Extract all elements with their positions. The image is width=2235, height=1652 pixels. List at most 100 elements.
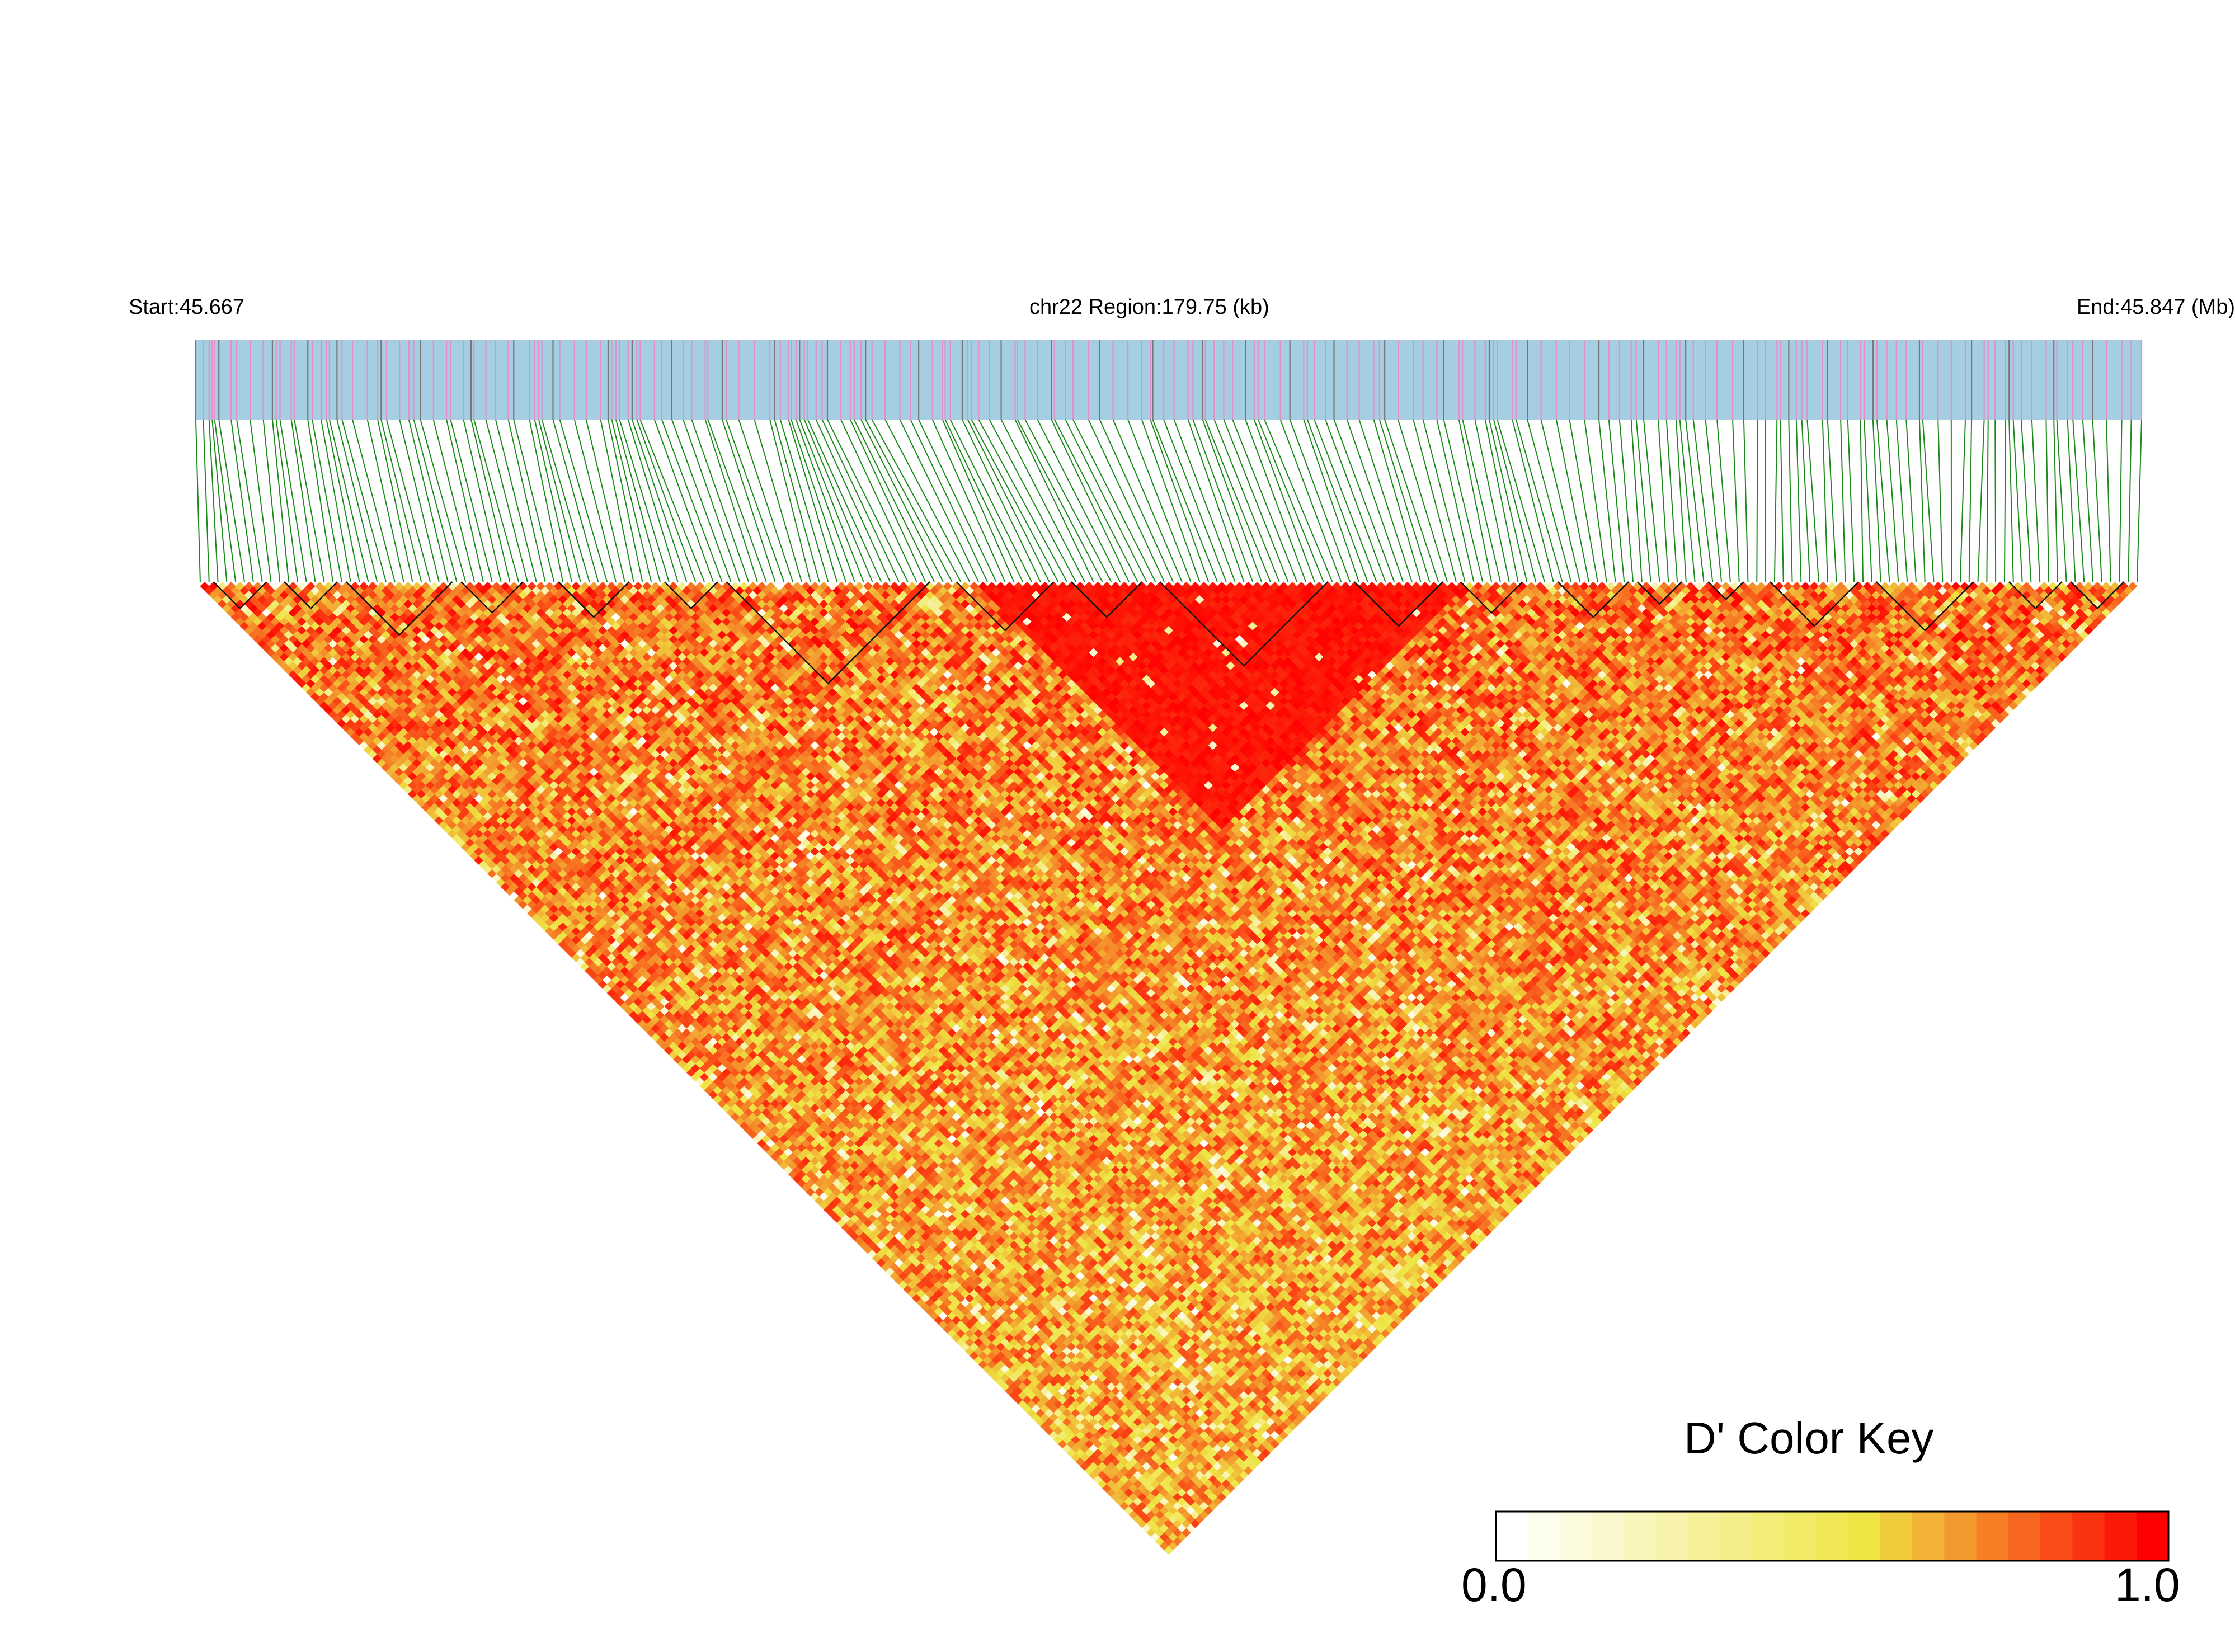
ld-cell	[973, 1356, 984, 1365]
ld-cell	[885, 1258, 895, 1268]
region-start-label: Start:45.667	[129, 295, 244, 319]
ld-cell	[775, 1156, 784, 1166]
snp-connector-line	[1258, 419, 1324, 582]
ld-cell	[1173, 1537, 1183, 1546]
ld-cell	[731, 1112, 740, 1122]
ld-cell	[859, 1240, 868, 1250]
snp-connector-line	[1373, 419, 1422, 582]
ld-cell	[903, 1267, 912, 1277]
snp-connector-line	[262, 419, 281, 582]
snp-connector-line	[1325, 419, 1386, 582]
ld-cell	[571, 935, 581, 945]
ld-cell	[642, 1015, 652, 1024]
snp-connector-line	[529, 419, 564, 582]
ld-cell	[660, 1024, 670, 1033]
ld-cell	[655, 1037, 665, 1046]
ld-cell	[956, 1329, 966, 1338]
snp-connector-line	[1204, 419, 1271, 582]
ld-cell	[920, 1284, 930, 1294]
ld-cell	[1009, 1382, 1019, 1391]
ld-cell	[615, 989, 625, 998]
ld-cell	[673, 1037, 683, 1046]
ld-cell	[708, 1081, 718, 1091]
ld-cell	[677, 1050, 687, 1060]
ld-cell	[850, 1214, 860, 1223]
snp-connector-line	[2128, 419, 2132, 582]
ld-cell	[947, 1320, 957, 1329]
ld-cell	[669, 1033, 678, 1042]
snp-connector-line	[1099, 419, 1174, 582]
snp-connector-line	[1489, 419, 1528, 582]
ld-cell	[686, 1042, 696, 1051]
snp-connector-line	[1358, 419, 1413, 582]
ld-cell	[1075, 1457, 1085, 1466]
ld-cell	[920, 1293, 930, 1303]
snp-connector-line	[1895, 419, 1908, 582]
ld-cell	[642, 1024, 652, 1033]
ld-cell	[1119, 1475, 1130, 1484]
ld-cell	[695, 1050, 705, 1060]
ld-cell	[726, 1090, 736, 1099]
snp-connector-line	[827, 419, 909, 582]
snp-connector-line	[860, 419, 944, 582]
ld-cell	[920, 1276, 930, 1285]
snp-connector-line	[218, 419, 245, 582]
ld-cell	[912, 1276, 921, 1285]
ld-cell	[841, 1223, 851, 1232]
snp-connector-line	[413, 419, 458, 582]
snp-connector-line	[918, 419, 997, 582]
snp-connector-line	[1422, 419, 1466, 582]
ld-cell	[1155, 1510, 1165, 1519]
ld-cell	[638, 1010, 647, 1020]
snp-connector-line	[949, 419, 1032, 582]
ld-cell	[929, 1284, 939, 1294]
ld-cell	[912, 1267, 921, 1277]
snp-connector-line	[1968, 419, 1973, 582]
ld-cell	[783, 1165, 793, 1175]
ld-cell	[947, 1302, 957, 1312]
snp-connector-line	[795, 419, 855, 582]
ld-cell	[766, 1147, 775, 1157]
ld-cell	[982, 1356, 992, 1365]
ld-cell	[1146, 1528, 1156, 1537]
snp-track-background	[196, 340, 2142, 420]
ld-cell	[868, 1231, 877, 1241]
ld-cell	[1137, 1519, 1147, 1528]
ld-cell	[938, 1302, 948, 1312]
ld-cell	[1036, 1409, 1046, 1418]
ld-cell	[690, 1063, 700, 1073]
snp-connector-line	[1977, 419, 1985, 582]
snp-connector-line	[1245, 419, 1306, 582]
ld-cell	[912, 1284, 921, 1294]
ld-cell	[792, 1174, 802, 1184]
snp-connector-line	[211, 419, 228, 582]
snp-connector-line	[2020, 419, 2032, 582]
snp-connector-line	[1000, 419, 1085, 582]
snp-connector-line	[541, 419, 590, 582]
ld-cell	[253, 626, 262, 635]
snp-connector-line	[275, 419, 298, 582]
ld-cell	[956, 1320, 966, 1329]
snp-connector-line	[1788, 419, 1793, 582]
ld-cell	[682, 1063, 691, 1073]
ld-cell	[982, 1338, 992, 1347]
ld-cell	[699, 1072, 709, 1082]
ld-cell	[815, 1196, 824, 1206]
ld-cell	[903, 1284, 912, 1294]
snp-connector-line	[1840, 419, 1846, 582]
ld-cell	[1102, 1475, 1112, 1484]
snp-connector-line	[1540, 419, 1581, 582]
ld-cell	[642, 1006, 652, 1015]
ld-cell	[775, 1147, 784, 1157]
snp-connector-line	[534, 419, 572, 582]
ld-cell	[655, 1028, 665, 1038]
ld-cell	[708, 1090, 718, 1099]
ld-cell	[1146, 1519, 1156, 1528]
ld-cell	[597, 971, 608, 980]
ld-cell	[722, 1086, 731, 1095]
ld-cell	[717, 1081, 727, 1091]
ld-cell	[1146, 1510, 1156, 1519]
ld-cell	[1093, 1475, 1103, 1484]
ld-cell	[713, 1086, 723, 1095]
ld-cell	[606, 962, 617, 971]
